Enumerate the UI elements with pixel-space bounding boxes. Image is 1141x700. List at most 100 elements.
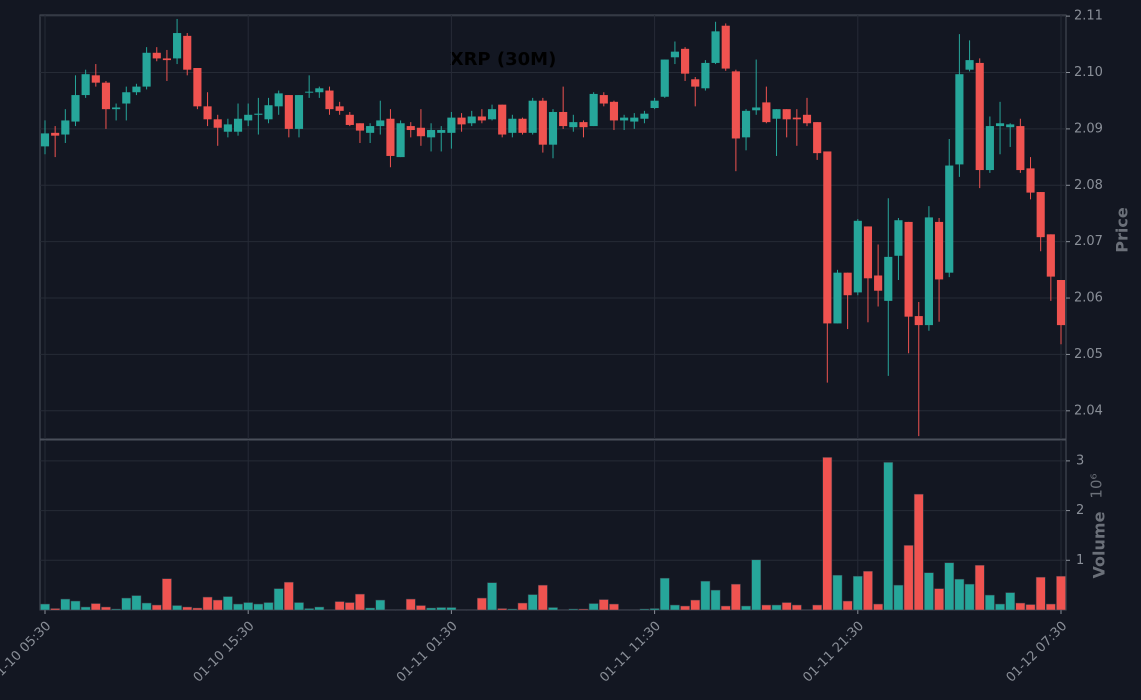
volume-bar (873, 603, 883, 611)
candle-body (630, 117, 639, 122)
volume-tick-label: 3 (1076, 453, 1084, 468)
volume-bar (40, 603, 50, 611)
volume-bar (446, 607, 457, 611)
candle-body (467, 116, 476, 124)
volume-bar (944, 562, 955, 611)
volume-bar (649, 608, 660, 611)
candle-body (416, 127, 425, 137)
volume-bar (1056, 575, 1066, 611)
volume-bar (598, 599, 609, 611)
candle-body (264, 105, 273, 120)
y-tick-label: 2.09 (1074, 121, 1103, 136)
candle-body (335, 106, 344, 111)
candle-body (853, 220, 862, 293)
candle-body (1026, 168, 1035, 193)
candle-body (691, 79, 700, 87)
volume-bar (355, 593, 365, 611)
volume-bar (477, 597, 487, 611)
candle-body (782, 109, 791, 120)
volume-bar (243, 602, 254, 611)
volume-bar (588, 603, 599, 611)
candle-body (650, 100, 659, 109)
candle-body (487, 109, 497, 120)
volume-bar (111, 608, 121, 611)
volume-bar (507, 608, 518, 611)
candle-body (1006, 124, 1015, 128)
candle-body (559, 111, 568, 127)
candle-body (386, 118, 395, 156)
candle-body (965, 60, 974, 70)
candle-body (609, 101, 619, 121)
volume-bar (202, 596, 213, 611)
candle-body (741, 110, 751, 138)
volume-tick-label: 1 (1076, 553, 1084, 568)
volume-bar (893, 584, 904, 611)
volume-bar (751, 559, 762, 611)
volume-bar (90, 603, 101, 611)
volume-bar (812, 604, 822, 611)
volume-scale-label: 10⁶ (1088, 473, 1106, 498)
candle-body (315, 88, 324, 93)
volume-bar (771, 604, 782, 611)
volume-bar (223, 596, 233, 611)
volume-bar (80, 606, 91, 611)
volume-bar (141, 602, 152, 611)
volume-bar (1025, 604, 1036, 611)
volume-bar (720, 605, 731, 611)
candle-body (40, 133, 50, 147)
volume-bar (172, 605, 182, 611)
volume-bar (162, 578, 172, 611)
y-axis-label: Price (1113, 207, 1132, 253)
volume-bar (822, 457, 833, 611)
y-tick-label: 2.05 (1074, 347, 1103, 362)
candle-body (183, 35, 192, 70)
candle-body (945, 165, 954, 273)
volume-bar (548, 607, 558, 611)
price-panel (39, 14, 1067, 440)
candle-body (152, 52, 161, 59)
volume-bar (670, 604, 680, 611)
candle-body (620, 117, 629, 121)
candle-body (894, 220, 903, 256)
volume-bar (527, 594, 538, 611)
candle-body (81, 74, 90, 96)
volume-bar (212, 599, 223, 611)
volume-bar (995, 603, 1005, 611)
volume-bar (639, 608, 650, 611)
volume-bar (375, 599, 386, 611)
candle-body (985, 126, 994, 171)
volume-bar (609, 603, 619, 611)
candle-body (752, 107, 761, 111)
candle-body (681, 48, 690, 74)
candle-body (284, 95, 293, 129)
volume-bar (405, 598, 416, 611)
candle-body (427, 130, 436, 138)
candle-body (670, 51, 679, 58)
candle-body (660, 59, 669, 97)
volume-bar (974, 565, 985, 611)
candle-body (193, 68, 202, 107)
candle-body (498, 104, 507, 135)
candle-body (772, 109, 781, 119)
candle-body (721, 25, 730, 69)
candle-body (355, 123, 365, 131)
volume-bar (538, 584, 548, 611)
volume-bar (284, 581, 294, 611)
volume-bar (70, 600, 81, 611)
volume-bar (842, 600, 853, 611)
volume-bar (1046, 603, 1056, 611)
candle-body (142, 52, 151, 87)
volume-bar (233, 603, 243, 611)
candle-body (640, 113, 649, 119)
candle-body (244, 114, 253, 121)
candle-body (589, 93, 598, 127)
candle-body (599, 95, 608, 104)
volume-bar (954, 578, 965, 611)
candle-body (569, 122, 578, 128)
volume-bar (192, 607, 203, 611)
candle-body (437, 130, 446, 133)
candle-body (548, 111, 558, 145)
candle-body (579, 122, 588, 128)
volume-bar (416, 605, 426, 611)
volume-bar (334, 601, 345, 611)
